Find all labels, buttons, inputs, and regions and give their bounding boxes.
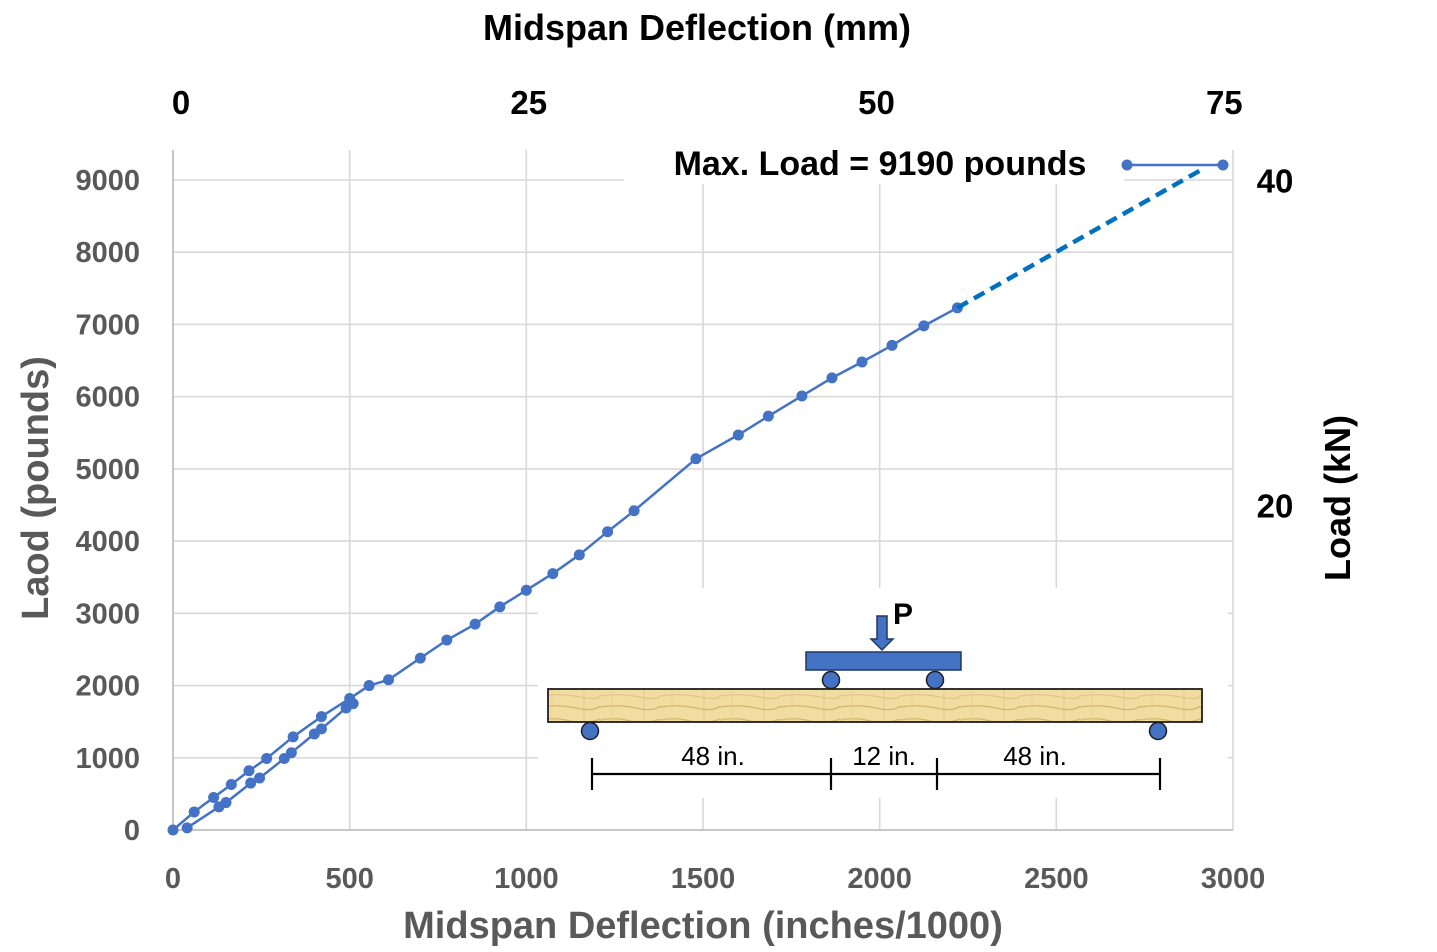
data-point bbox=[826, 372, 838, 384]
y-tick-label: 8000 bbox=[75, 237, 140, 269]
data-point bbox=[245, 777, 257, 789]
data-point bbox=[243, 765, 255, 777]
right-y-tick-label: 20 bbox=[1257, 487, 1294, 524]
top-x-tick-label: 25 bbox=[510, 84, 547, 121]
legend-background bbox=[624, 140, 1124, 184]
load-arrow-icon bbox=[869, 615, 895, 652]
x-tick-label: 1000 bbox=[494, 863, 559, 895]
data-point bbox=[347, 698, 359, 710]
y-tick-label: 2000 bbox=[75, 671, 140, 703]
data-point bbox=[441, 634, 453, 646]
x-tick-label: 1500 bbox=[671, 863, 736, 895]
data-point bbox=[796, 390, 808, 402]
span-label-middle: 12 in. bbox=[852, 741, 916, 771]
right-y-tick-label: 40 bbox=[1257, 163, 1294, 200]
data-point bbox=[285, 747, 297, 759]
data-point bbox=[690, 453, 702, 465]
x-axis-title: Midspan Deflection (inches/1000) bbox=[403, 905, 1003, 947]
span-label-left: 48 in. bbox=[681, 741, 745, 771]
data-point bbox=[208, 792, 220, 803]
data-point bbox=[181, 822, 193, 834]
data-point bbox=[856, 356, 868, 368]
load-label: P bbox=[893, 598, 913, 631]
data-point bbox=[918, 320, 930, 332]
legend-marker-right bbox=[1217, 159, 1229, 171]
extrapolation-dashed-line bbox=[956, 167, 1203, 310]
load-roller-left bbox=[821, 670, 841, 690]
legend: Max. Load = 9190 pounds bbox=[624, 140, 1229, 184]
data-point bbox=[732, 429, 744, 441]
loading-plate bbox=[805, 651, 962, 671]
data-point bbox=[315, 723, 327, 735]
y-tick-label: 0 bbox=[124, 815, 140, 847]
x-tick-label: 2000 bbox=[847, 863, 912, 895]
y-tick-label: 5000 bbox=[75, 454, 140, 486]
top-x-tick-label: 75 bbox=[1206, 84, 1243, 121]
data-point bbox=[469, 618, 481, 630]
top-x-tick-label: 0 bbox=[172, 84, 190, 121]
data-point bbox=[315, 711, 327, 723]
x-tick-label: 0 bbox=[165, 863, 181, 895]
load-roller-right bbox=[925, 670, 945, 690]
y-tick-label: 6000 bbox=[75, 382, 140, 414]
top-x-axis-title: Midspan Deflection (mm) bbox=[483, 7, 911, 48]
data-point bbox=[547, 568, 559, 580]
data-point bbox=[414, 652, 426, 664]
data-point bbox=[254, 772, 266, 784]
data-point bbox=[762, 410, 774, 422]
data-point bbox=[287, 731, 299, 743]
data-point bbox=[225, 779, 237, 790]
data-point bbox=[494, 601, 506, 613]
right-y-axis-title: Load (kN) bbox=[1317, 415, 1358, 581]
span-label-right: 48 in. bbox=[1003, 741, 1067, 771]
series-line bbox=[186, 702, 354, 829]
data-point bbox=[628, 505, 640, 517]
timber-beam bbox=[547, 688, 1203, 723]
legend-label: Max. Load = 9190 pounds bbox=[674, 145, 1087, 183]
series bbox=[167, 167, 1203, 836]
y-tick-label: 4000 bbox=[75, 526, 140, 558]
support-roller-left bbox=[580, 721, 600, 741]
data-point bbox=[573, 549, 585, 561]
y-tick-label: 7000 bbox=[75, 309, 140, 341]
data-point bbox=[520, 584, 532, 596]
y-tick-label: 3000 bbox=[75, 598, 140, 630]
x-tick-label: 2500 bbox=[1024, 863, 1089, 895]
data-point bbox=[383, 674, 395, 686]
data-point bbox=[220, 797, 232, 809]
top-x-tick-label: 50 bbox=[858, 84, 895, 121]
y-tick-label: 1000 bbox=[75, 743, 140, 775]
legend-marker-left bbox=[1121, 159, 1133, 171]
data-point bbox=[261, 753, 273, 764]
data-point bbox=[167, 824, 179, 836]
x-tick-label: 3000 bbox=[1201, 863, 1266, 895]
data-point bbox=[363, 680, 375, 692]
data-point bbox=[602, 526, 614, 538]
y-tick-label: 9000 bbox=[75, 165, 140, 197]
x-tick-label: 500 bbox=[325, 863, 373, 895]
data-point bbox=[886, 339, 898, 351]
support-roller-right bbox=[1148, 721, 1168, 741]
y-axis-title: Laod (pounds) bbox=[15, 356, 57, 620]
data-point bbox=[188, 806, 200, 818]
beam-diagram: P 48 in. 12 in. 48 in. bbox=[538, 588, 1228, 798]
